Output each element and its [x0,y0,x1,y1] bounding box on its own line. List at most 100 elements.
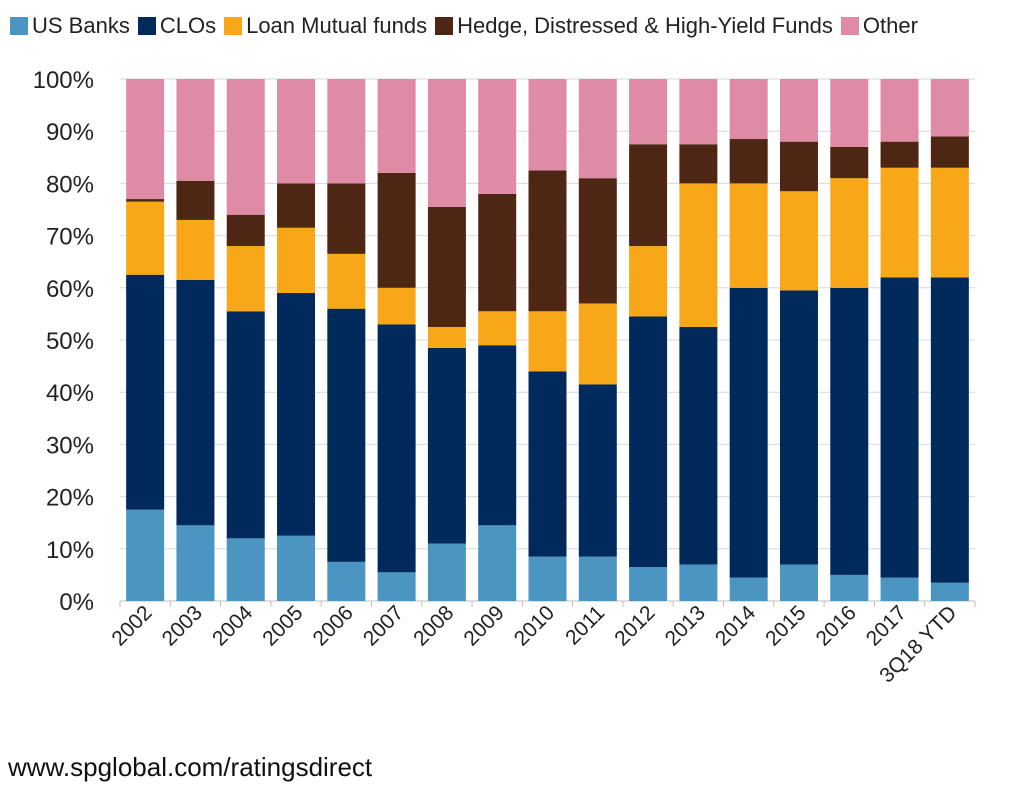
legend-item: Loan Mutual funds [224,13,427,39]
bar-segment [277,79,316,184]
x-tick-label: 2010 [510,601,559,650]
legend-label: Loan Mutual funds [246,13,428,38]
bar-segment [930,136,969,168]
x-tick-label: 2002 [107,601,156,650]
x-tick-label: 2013 [661,601,710,650]
bar-segment [427,326,466,348]
bar-segment [478,311,517,346]
bar-segment [528,371,567,557]
bar-segment [176,525,215,601]
bar-segment [327,308,366,562]
bar-segment [126,274,165,510]
legend-swatch [840,17,859,35]
bar-segment [427,206,466,327]
bar-segment [126,509,165,601]
bar-segment [377,79,416,173]
bar-segment [277,183,316,228]
bar-segment [126,201,165,275]
bar-segment [880,79,919,142]
bar-segment [779,290,818,565]
x-tick-label: 2008 [409,601,458,650]
x-tick-label: 2006 [309,601,358,650]
bar-segment [880,141,919,168]
x-tick-label: 2005 [258,601,307,650]
legend-label: US Banks [32,13,130,38]
legend-item: Other [840,13,918,39]
bar-segment [779,564,818,601]
stacked-bar-chart: 0%10%20%30%40%50%60%70%80%90%100%2002 200… [33,67,976,687]
bar-segment [880,577,919,601]
bar-segment [830,79,869,147]
x-tick-label: 2012 [610,601,659,650]
bar-segment [226,246,265,312]
bar-segment [578,178,617,304]
bar-segment [277,227,316,294]
y-tick-label: 100% [33,67,94,94]
bar-segment [176,279,215,526]
bar-segment [377,572,416,601]
bar-segment [930,79,969,137]
bar-segment [629,79,668,145]
bar-segment [528,311,567,372]
bar-segment [729,183,768,288]
bar-segment [176,180,215,220]
y-tick-label: 90% [46,119,94,146]
legend-label: Other [862,13,918,38]
y-tick-label: 10% [46,537,94,564]
bar-segment [277,293,316,536]
bar-segment [226,538,265,601]
bar-segment [377,172,416,288]
bar-segment [427,543,466,601]
bar-segment [679,564,718,601]
bar-segment [679,79,718,145]
legend-label: CLOs [159,13,217,38]
chart-legend: US Banks CLOs Loan Mutual funds Hedge, Dist… [10,10,918,42]
bar-segment [226,79,265,215]
bar-segment [528,170,567,312]
bar-segment [578,79,617,179]
bar-segment [629,316,668,568]
bar-segment [830,178,869,288]
footer-url: www.spglobal.com/ratingsdirect [8,752,373,782]
bar-segment [478,345,517,526]
bar-segment [327,183,366,254]
legend-swatch [435,17,454,35]
bar-segment [327,79,366,184]
bar-segment [830,146,869,179]
x-tick-label: 2003 [158,601,207,650]
bar-segment [478,525,517,601]
y-tick-label: 80% [46,171,94,198]
bar-segment [528,556,567,601]
bar-segment [629,144,668,247]
y-tick-label: 60% [46,276,94,303]
bar-segment [729,287,768,578]
bar-segment [830,287,869,575]
legend-item: Hedge, Distressed & High-Yield Funds [435,13,833,39]
bar-segment [578,556,617,601]
bar-segment [277,535,316,601]
bar-segment [930,167,969,278]
bar-segment [779,191,818,291]
legend-item: CLOs [137,13,217,39]
bar-segment [930,582,969,601]
bar-segment [478,79,517,194]
bar-segment [478,193,517,312]
bar-segment [729,79,768,140]
legend-label: Hedge, Distressed & High-Yield Funds [457,13,833,38]
bar-segment [880,167,919,278]
bar-segment [679,326,718,565]
x-tick-label: 2011 [561,601,609,649]
bar-segment [176,219,215,280]
y-tick-label: 40% [46,380,94,407]
x-tick-label: 2007 [359,601,408,650]
bar-segment [880,277,919,578]
bar-segment [528,79,567,171]
legend-swatch [224,17,243,35]
bar-segment [729,139,768,184]
bar-segment [176,79,215,181]
bar-segment [377,324,416,573]
bar-segment [327,253,366,309]
bar-segment [126,79,165,200]
bar-segment [327,561,366,601]
bar-segment [930,277,969,583]
